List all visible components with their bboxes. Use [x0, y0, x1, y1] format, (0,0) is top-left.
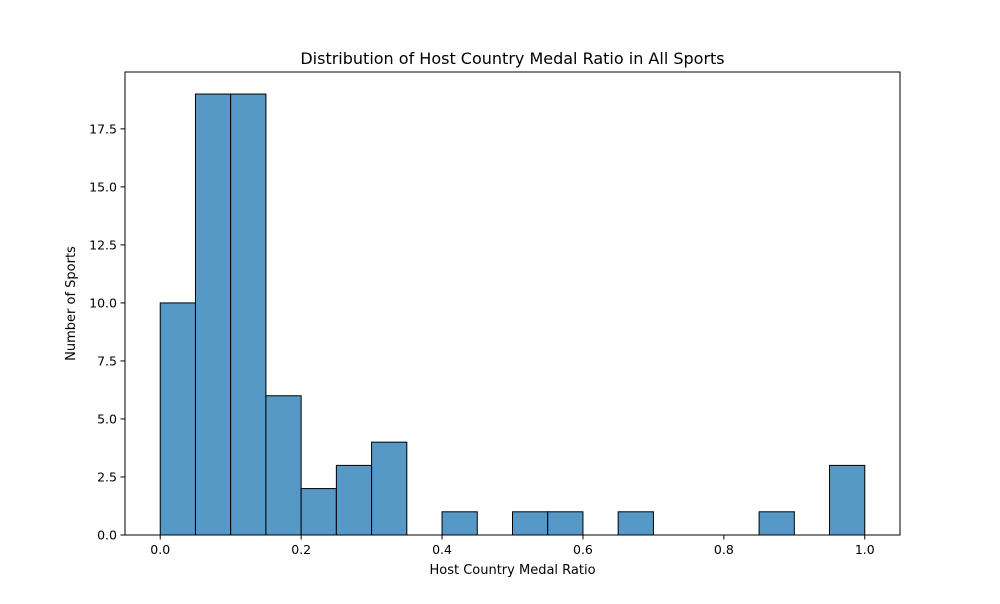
plot-frame: [124, 71, 901, 536]
histogram-bar: [371, 441, 408, 536]
histogram-bar: [265, 395, 302, 536]
x-tick-label: 0.6: [573, 542, 593, 557]
y-tick-label: 0.0: [97, 528, 117, 543]
y-axis-label: Number of Sports: [64, 246, 79, 361]
x-axis-label: Host Country Medal Ratio: [429, 563, 595, 578]
bars-layer: [159, 93, 866, 536]
histogram-bar: [335, 464, 373, 536]
y-tick-label: 2.5: [97, 469, 117, 484]
histogram-bar: [159, 302, 196, 536]
ticks-layer: 0.0 0.2 0.4 0.6 0.8 1.0 0.0 2.5 5.0 7.5 10.0 12.5 15…: [89, 121, 875, 557]
histogram-bar: [441, 511, 478, 536]
histogram-bar: [547, 511, 584, 536]
x-tick-label: 0.0: [150, 542, 170, 557]
histogram-bar: [300, 488, 337, 536]
y-tick-label: 17.5: [89, 121, 117, 136]
histogram-bar: [512, 511, 549, 536]
y-tick-label: 5.0: [97, 411, 117, 426]
y-tick-label: 12.5: [89, 237, 117, 252]
histogram-bar: [829, 464, 866, 536]
histogram-bar: [758, 511, 795, 536]
histogram-bar: [194, 93, 232, 536]
y-tick-label: 7.5: [97, 353, 117, 368]
x-tick-label: 1.0: [855, 542, 875, 557]
x-tick-label: 0.8: [714, 542, 734, 557]
histogram-bar: [617, 511, 654, 536]
histogram-bar: [230, 93, 267, 536]
chart-title: Distribution of Host Country Medal Ratio…: [300, 49, 724, 68]
x-tick-label: 0.4: [432, 542, 452, 557]
x-tick-label: 0.2: [291, 542, 311, 557]
y-tick-label: 15.0: [89, 179, 117, 194]
y-tick-label: 10.0: [89, 295, 117, 310]
